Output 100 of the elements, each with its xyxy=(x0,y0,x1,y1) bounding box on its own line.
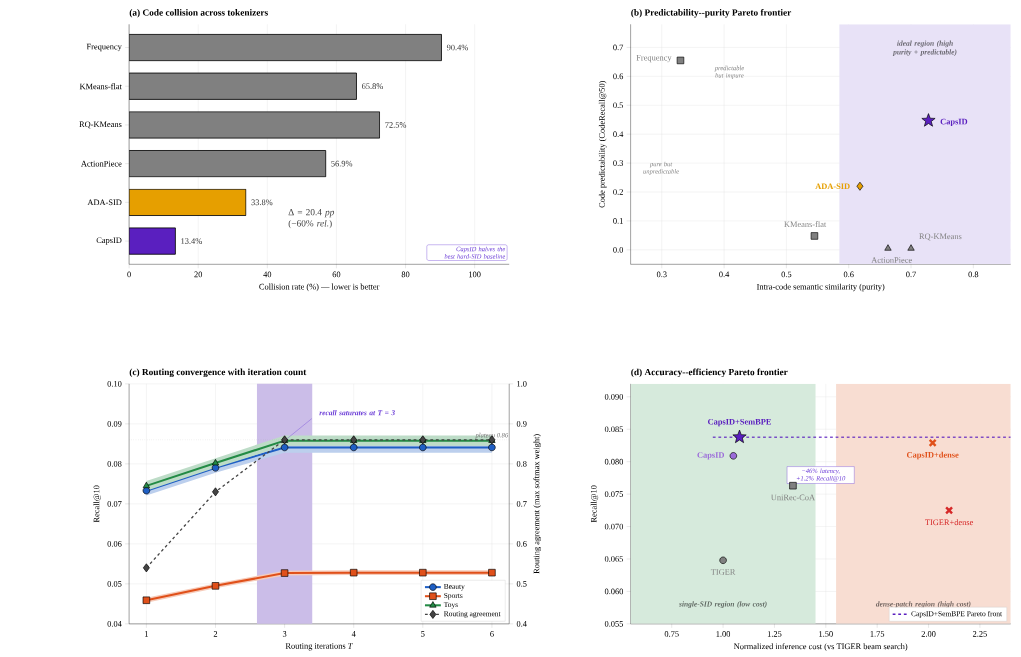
y-tick-label: 0.090 xyxy=(604,393,624,400)
y-tick-label: 0.6 xyxy=(613,73,624,79)
y-tick-label: Frequency xyxy=(86,43,122,51)
y-axis-title: Code predictability (CodeRecall@50) xyxy=(598,80,607,208)
y-tick-label: 0.06 xyxy=(107,540,122,547)
x-tick-label: 1 xyxy=(145,630,148,637)
x-tick-label: 20 xyxy=(194,271,203,277)
series-label: CapsID+SemBPE xyxy=(708,418,772,427)
y-tick-label: 0.08 xyxy=(107,460,122,467)
y-tick-label: 0.065 xyxy=(604,555,624,562)
series-label: UniRec-CoA xyxy=(771,494,815,500)
series-label: TIGER xyxy=(710,568,736,575)
point xyxy=(280,569,289,577)
y-tick-label: 0.5 xyxy=(613,102,624,108)
x-tick-label: 0.75 xyxy=(664,630,679,637)
series-label: ActionPiece xyxy=(871,257,912,263)
y-tick-label: 0.05 xyxy=(107,580,122,587)
y-tick-label: KMeans-flat xyxy=(79,83,122,89)
y-tick-label: 0.07 xyxy=(107,500,122,507)
x-tick-label: 0.6 xyxy=(843,271,854,278)
point xyxy=(789,481,797,490)
x-tick-label: 0.4 xyxy=(719,271,730,278)
y-tick-label: 0.10 xyxy=(107,380,122,387)
chart-title: (b) Predictability--purity Pareto frontier xyxy=(631,8,792,18)
series-label: CapsID xyxy=(940,118,968,126)
y-axis-title: Recall@10 xyxy=(93,485,101,523)
point xyxy=(142,563,150,573)
y-tick-label: 0.3 xyxy=(613,160,624,166)
point xyxy=(719,556,727,564)
x-tick-label: 60 xyxy=(332,271,341,277)
point xyxy=(211,458,220,466)
y2-tick-label: 0.9 xyxy=(516,420,527,427)
y-tick-label: 0.070 xyxy=(604,523,624,530)
point xyxy=(350,443,358,451)
x-axis-title: Intra-code semantic similarity (purity) xyxy=(756,283,885,292)
point xyxy=(676,56,685,64)
data-label: 72.5% xyxy=(385,121,407,128)
y-tick-label: 0.4 xyxy=(613,131,624,137)
y2-tick-label: 0.7 xyxy=(516,500,527,507)
series-label: RQ-KMeans xyxy=(919,233,962,241)
x-tick-label: 80 xyxy=(401,271,410,277)
point xyxy=(142,481,150,488)
point xyxy=(856,181,864,191)
y2-tick-label: 0.6 xyxy=(516,540,527,547)
data-label: 13.4% xyxy=(181,237,202,244)
y-tick-label: 0.2 xyxy=(613,188,623,195)
y-tick-label: 0.04 xyxy=(107,620,122,627)
y-tick-label: RQ-KMeans xyxy=(79,121,122,129)
x-tick-label: 40 xyxy=(263,271,272,277)
y-tick-label: 0.09 xyxy=(107,420,122,427)
point xyxy=(884,244,892,251)
y2-axis-title: Routing agreement (max softmax weight) xyxy=(533,433,542,574)
point xyxy=(211,581,220,590)
data-label: 65.8% xyxy=(361,83,383,89)
x-tick-label: 0.7 xyxy=(906,271,917,278)
x-tick-label: 1.00 xyxy=(716,630,731,637)
x-tick-label: 0 xyxy=(127,271,131,277)
x-tick-label: 0.8 xyxy=(968,271,979,278)
point xyxy=(142,486,151,495)
y-tick-label: 0.1 xyxy=(613,217,623,224)
y-tick-label: 0.085 xyxy=(604,426,624,432)
data-label: 90.4% xyxy=(446,44,468,51)
y-tick-label: 0.080 xyxy=(604,458,624,465)
x-tick-label: 0.5 xyxy=(781,271,792,278)
y2-tick-label: 0.4 xyxy=(516,620,527,627)
chart-title: (d) Accuracy--efficiency Pareto frontier xyxy=(631,368,788,377)
y-axis-title: Recall@10 xyxy=(590,485,599,523)
text: Δ = 20.4 pp (−60% rel.) xyxy=(288,208,335,229)
data-label: 56.9% xyxy=(331,160,353,167)
point xyxy=(280,443,289,451)
x-tick-label: 1.50 xyxy=(819,630,833,637)
y-tick-label: 0.0 xyxy=(613,246,624,253)
y-tick-label: ActionPiece xyxy=(81,160,122,167)
x-axis-title: Normalized inference cost (vs TIGER beam search) xyxy=(733,642,908,651)
y-tick-label: ADA-SID xyxy=(87,199,122,205)
point xyxy=(350,568,358,577)
y2-tick-label: 0.5 xyxy=(516,580,527,587)
x-tick-label: 2.00 xyxy=(921,630,936,637)
point xyxy=(488,443,496,451)
series-label: KMeans-flat xyxy=(784,220,827,227)
point xyxy=(810,232,819,240)
series-label: CapsID+dense xyxy=(906,451,959,460)
y-tick-label: 0.055 xyxy=(604,620,624,627)
y-tick-label: 0.060 xyxy=(604,588,624,595)
series-label: ADA-SID xyxy=(815,183,850,189)
x-axis-title: Routing iterations T xyxy=(285,642,353,651)
chart-title: (c) Routing convergence with iteration count xyxy=(129,368,307,377)
x-tick-label: 100 xyxy=(469,271,481,277)
x-tick-label: 4 xyxy=(351,630,356,637)
x-tick-label: 6 xyxy=(490,630,494,637)
x-axis-title: Collision rate (%) — lower is better xyxy=(259,283,380,291)
y-tick-label: CapsID xyxy=(96,237,122,245)
x-tick-label: 2 xyxy=(213,630,218,637)
y2-tick-label: 0.8 xyxy=(516,460,527,467)
x-tick-label: 2.25 xyxy=(972,630,987,637)
x-tick-label: 0.3 xyxy=(656,271,667,278)
point xyxy=(212,487,219,497)
y-tick-label: 0.075 xyxy=(604,491,624,497)
series-label: CapsID xyxy=(697,451,725,460)
y-tick-label: 0.7 xyxy=(613,44,624,51)
